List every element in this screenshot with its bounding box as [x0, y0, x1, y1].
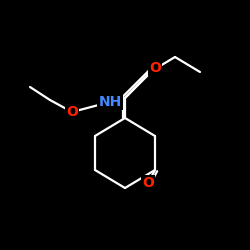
- Text: NH: NH: [98, 95, 122, 109]
- Text: O: O: [142, 176, 154, 190]
- Text: O: O: [149, 61, 161, 75]
- Text: O: O: [66, 105, 78, 119]
